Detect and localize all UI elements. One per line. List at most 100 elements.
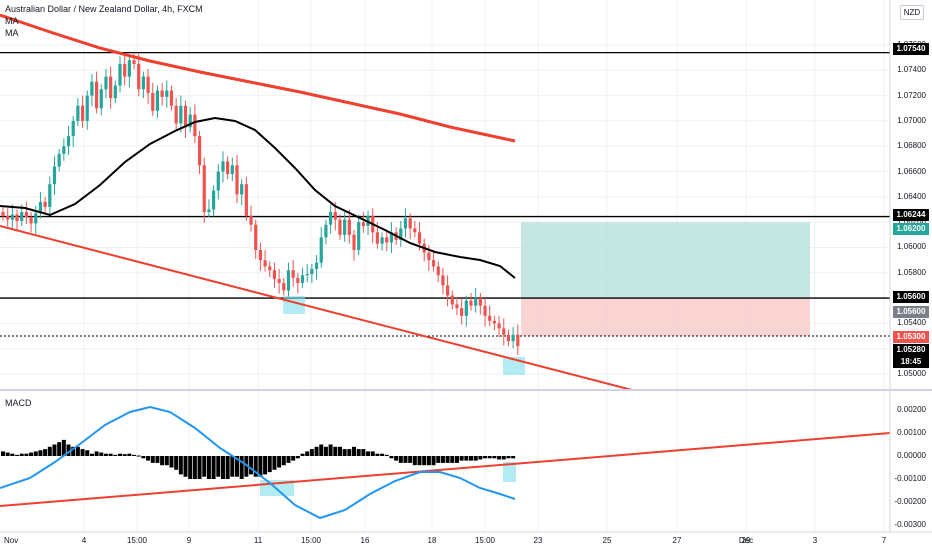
candle-down [282, 282, 286, 291]
candle-down [441, 275, 445, 286]
time-tick-label: 4 [81, 536, 87, 545]
macd-histogram-bar [141, 456, 146, 459]
candle-down [478, 298, 482, 306]
horizontal-lines[interactable] [0, 51, 890, 337]
macd-line [0, 405, 516, 520]
time-tick-label: Dec [738, 536, 754, 545]
candle-down [338, 219, 342, 235]
macd-histogram-bar [66, 444, 71, 456]
candle-down [427, 252, 431, 261]
price-badge: 1.05600 [893, 306, 929, 318]
candle-down [417, 232, 422, 244]
candle-down [80, 105, 85, 121]
candle-down [277, 279, 281, 283]
moving-averages [0, 13, 516, 279]
price-tick-label: 1.05000 [897, 369, 926, 378]
time-tick-label: 15:00 [300, 536, 322, 545]
macd-histogram-bar [132, 454, 137, 456]
macd-histogram-bar [281, 456, 286, 466]
macd-histogram-bar [337, 446, 342, 456]
candle-down [272, 270, 277, 280]
macd-histogram-bar [483, 456, 488, 459]
macd-histogram-bar [85, 450, 90, 456]
candle-up [179, 105, 183, 124]
macd-histogram-bar [244, 456, 249, 477]
candle-up [212, 190, 216, 210]
macd-histogram-bar [136, 455, 141, 457]
price-tick-label: 1.05400 [897, 318, 926, 328]
price-badge: 18:45 [893, 356, 929, 368]
macd-histogram-bar [398, 456, 403, 463]
macd-histogram-bar [487, 456, 492, 459]
macd-histogram-bar [403, 456, 408, 463]
ma-indicator-label[interactable]: MA [5, 16, 19, 26]
macd-pane [0, 405, 516, 520]
macd-histogram-bar [75, 446, 80, 456]
macd-histogram-bar [422, 456, 427, 466]
candle-up [380, 237, 384, 244]
candle-up [511, 334, 515, 342]
candle-down [109, 76, 113, 99]
macd-histogram-bar [225, 456, 230, 479]
ma-indicator-label[interactable]: MA [5, 28, 19, 38]
macd-histogram-bar [178, 456, 183, 475]
candle-down [193, 114, 197, 137]
macd-histogram-bar [286, 456, 291, 463]
macd-histogram-bar [15, 454, 20, 456]
candle-down [123, 63, 127, 77]
symbol-title[interactable]: Australian Dollar / New Zealand Dollar, … [5, 4, 203, 14]
candle-down [197, 136, 202, 166]
macd-histogram-bar [328, 444, 333, 456]
candle-up [310, 268, 314, 275]
time-tick-label: 25 [602, 536, 612, 545]
candle-up [240, 184, 244, 195]
macd-histogram-bar [183, 456, 188, 477]
macd-histogram-bar [174, 456, 179, 470]
ma-fast-line [0, 116, 516, 279]
macd-histogram-bar [333, 446, 338, 456]
price-badge: 1.05600 [893, 291, 929, 303]
time-tick-label: 11 [253, 536, 263, 545]
macd-histogram-bar [314, 446, 319, 456]
macd-histogram-bar [155, 456, 160, 463]
candle-down [492, 320, 496, 324]
candle-down [174, 105, 178, 124]
currency-badge[interactable]: NZD [900, 5, 924, 20]
time-tick-label: 15:00 [126, 536, 148, 545]
channel-trendline [0, 225, 633, 391]
position-tool[interactable] [521, 222, 810, 337]
macd-histogram-bar [169, 456, 174, 468]
macd-histogram-bar [426, 456, 431, 466]
trendlines[interactable] [0, 225, 891, 507]
macd-histogram-bar [342, 449, 347, 456]
macd-histogram-bar [459, 456, 464, 461]
candle-down [497, 323, 501, 329]
macd-histogram-bar [47, 446, 52, 456]
macd-trendline [0, 432, 891, 507]
macd-histogram-bar [361, 449, 366, 456]
macd-tick-label: -0.00200 [894, 497, 926, 506]
macd-histogram-bar [118, 453, 122, 456]
macd-histogram-bar [80, 449, 85, 456]
macd-indicator-label[interactable]: MACD [5, 398, 32, 408]
time-tick-label: 29 [741, 536, 751, 545]
candle-up [76, 105, 80, 121]
macd-histogram-bar [356, 449, 361, 456]
macd-histogram-bar [272, 456, 277, 470]
candle-up [343, 219, 347, 235]
macd-histogram-bar [464, 456, 469, 461]
candle-up [305, 274, 309, 276]
price-tick-label: 1.06600 [897, 166, 926, 176]
price-tick-label: 1.07000 [897, 115, 926, 125]
macd-histogram-bar [113, 454, 118, 456]
candle-down [95, 81, 99, 109]
candle-down [469, 300, 473, 306]
candle-up [52, 166, 57, 185]
price-tick-label: 1.07200 [897, 90, 926, 100]
macd-histogram-bar [291, 456, 296, 461]
candle-up [389, 232, 394, 243]
candle-up [113, 85, 117, 99]
macd-histogram-bar [305, 451, 310, 456]
candle-up [300, 275, 305, 283]
